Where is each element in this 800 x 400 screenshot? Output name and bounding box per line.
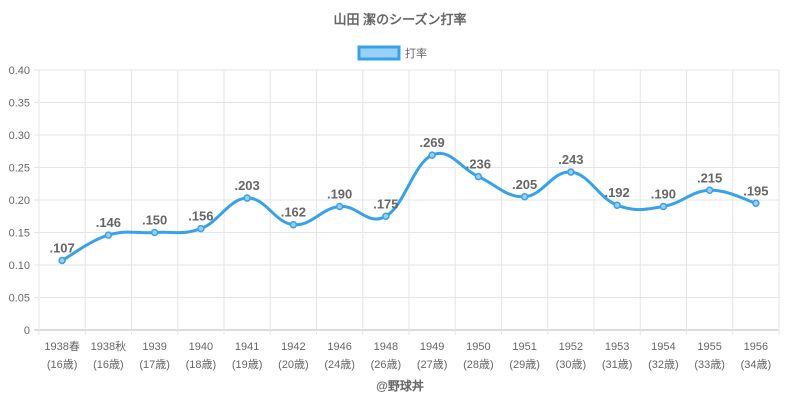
chart-title: 山田 潔のシーズン打率 — [334, 12, 467, 27]
data-label: .195 — [743, 183, 768, 198]
data-label: .156 — [188, 209, 213, 224]
x-tick-age-label: (28歳) — [463, 358, 494, 371]
x-tick-label: 1938秋 — [91, 339, 126, 353]
x-tick-age-label: (26歳) — [371, 358, 402, 371]
y-tick-label: 0.35 — [9, 98, 30, 110]
x-tick-age-label: (29歳) — [509, 358, 540, 371]
data-label: .269 — [419, 135, 444, 150]
data-label: .203 — [234, 178, 259, 193]
data-label: .146 — [96, 215, 121, 230]
data-point — [520, 193, 529, 201]
x-tick-label: 1939 — [142, 341, 166, 353]
data-label: .236 — [466, 157, 491, 172]
x-tick-age-label: (16歳) — [93, 358, 124, 371]
x-tick-age-label: (27歳) — [417, 358, 448, 371]
data-point — [428, 151, 436, 159]
x-tick-age-label: (24歳) — [324, 358, 355, 371]
x-tick-label: 1953 — [605, 341, 629, 353]
data-point — [474, 172, 483, 181]
x-tick-age-label: (18歳) — [186, 358, 217, 371]
x-tick-label: 1946 — [327, 341, 351, 353]
data-label: .205 — [512, 177, 537, 192]
x-tick-age-label: (32歳) — [648, 358, 679, 371]
x-tick-label: 1954 — [651, 341, 675, 353]
y-tick-label: 0.25 — [9, 163, 30, 175]
y-tick-label: 0.30 — [9, 130, 30, 142]
data-point — [705, 186, 714, 194]
legend-label[interactable]: 打率 — [405, 46, 427, 60]
data-point — [150, 228, 159, 237]
data-point — [58, 256, 66, 265]
data-point — [289, 220, 298, 229]
x-tick-age-label: (30歳) — [556, 358, 587, 371]
data-label: .175 — [373, 196, 398, 211]
data-label: .107 — [49, 240, 74, 255]
x-tick-label: 1956 — [744, 341, 768, 353]
data-point — [104, 231, 113, 239]
x-tick-label: 1951 — [512, 341, 536, 353]
x-tick-label: 1941 — [235, 341, 259, 353]
x-tick-age-label: (33歳) — [694, 358, 725, 371]
data-label: .190 — [327, 187, 352, 202]
x-tick-label: 1955 — [697, 341, 721, 353]
legend-swatch[interactable] — [357, 45, 401, 61]
data-point — [659, 202, 668, 211]
data-point — [197, 224, 205, 233]
x-tick-label: 1940 — [189, 341, 213, 353]
data-point — [752, 199, 760, 207]
x-tick-age-label: (31歳) — [602, 358, 633, 371]
y-tick-label: 0.40 — [9, 65, 30, 77]
y-tick-label: 0 — [24, 325, 30, 337]
y-tick-label: 0.10 — [9, 260, 30, 272]
credit-text: @野球丼 — [376, 378, 424, 393]
data-label: .192 — [604, 185, 629, 200]
x-tick-age-label: (17歳) — [139, 358, 170, 371]
series-line — [61, 151, 757, 262]
data-point — [567, 168, 575, 176]
y-tick-label: 0.05 — [9, 293, 30, 305]
data-label: .162 — [281, 205, 306, 220]
data-point — [382, 212, 390, 220]
x-tick-label: 1950 — [466, 341, 490, 353]
y-tick-label: 0.20 — [9, 195, 30, 207]
x-tick-age-label: (20歳) — [278, 358, 309, 371]
data-label: .215 — [697, 170, 722, 185]
data-point — [613, 201, 621, 209]
data-point — [335, 202, 344, 211]
x-tick-label: 1942 — [281, 341, 305, 353]
data-label: .150 — [142, 213, 167, 228]
data-label: .190 — [651, 187, 676, 202]
x-tick-label: 1948 — [374, 341, 398, 353]
data-point — [243, 194, 251, 202]
data-label: .243 — [558, 152, 583, 167]
x-tick-age-label: (19歳) — [232, 358, 263, 371]
x-tick-label: 1952 — [559, 341, 583, 353]
x-tick-label: 1938春 — [44, 340, 79, 353]
x-tick-age-label: (34歳) — [741, 358, 772, 371]
y-tick-label: 0.15 — [9, 228, 30, 240]
x-tick-age-label: (16歳) — [47, 358, 78, 371]
x-tick-label: 1949 — [420, 341, 444, 353]
